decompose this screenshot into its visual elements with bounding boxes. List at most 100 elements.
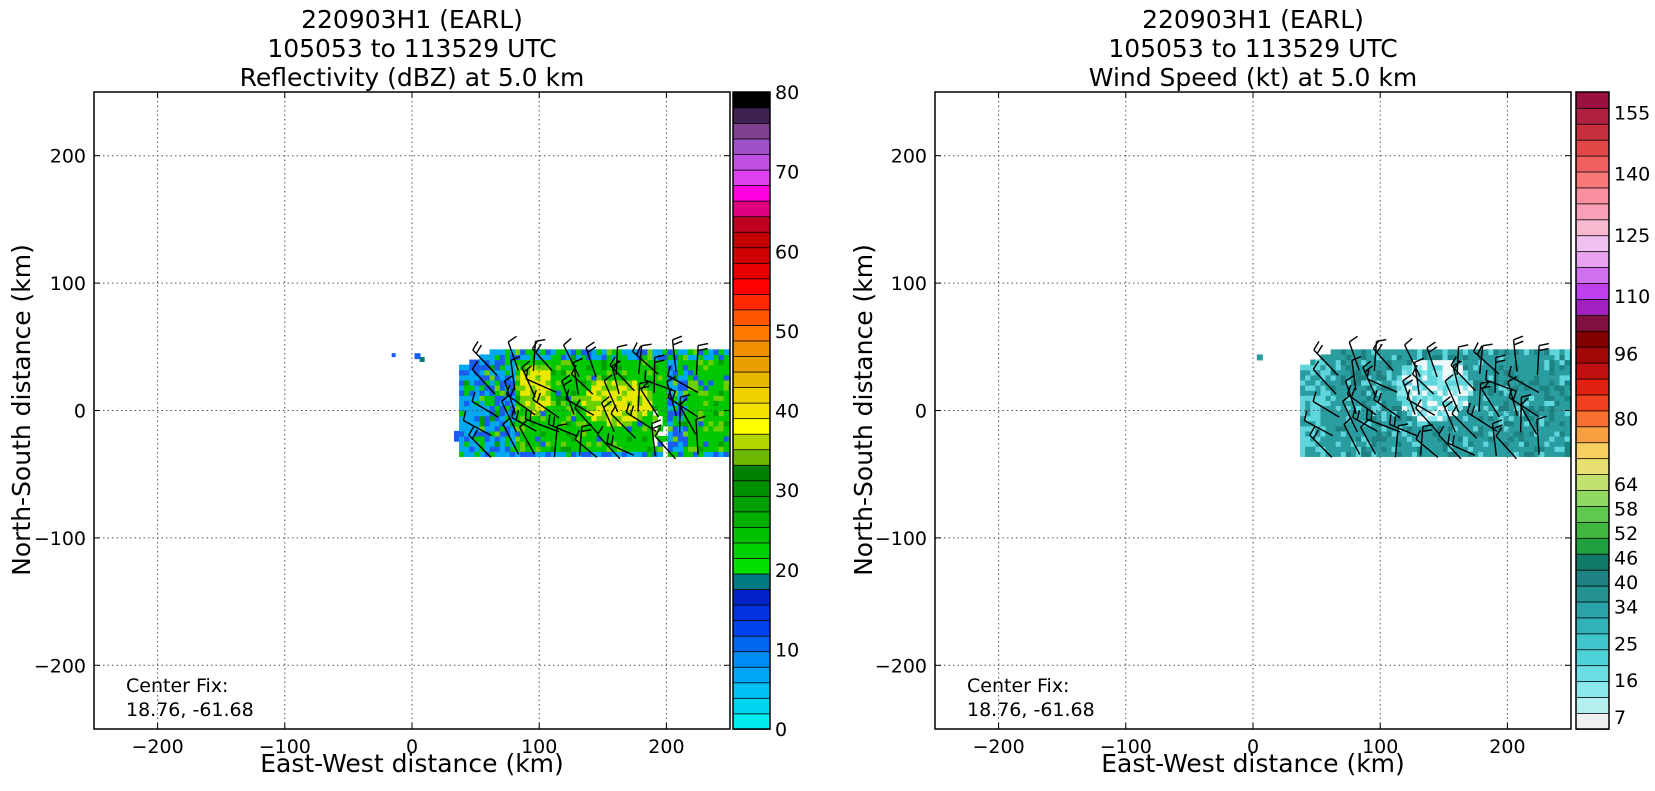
- colorbar-segment: [732, 511, 771, 528]
- field-cell: [1498, 441, 1505, 447]
- field-cell: [677, 446, 684, 452]
- field-cell: [1310, 410, 1316, 417]
- field-cell: [586, 430, 592, 437]
- wind-barb-flag: [561, 374, 571, 382]
- wind-barb-flag: [629, 405, 635, 416]
- field-cell: [1483, 364, 1489, 371]
- field-cell: [565, 354, 572, 361]
- field-cell: [1361, 405, 1367, 412]
- colorbar-segment: [732, 153, 771, 171]
- wind-barb-flag: [1316, 344, 1324, 354]
- field-cell: [1498, 374, 1505, 381]
- field-cell: [464, 435, 470, 442]
- field-cell: [520, 379, 526, 386]
- field-cell: [1457, 354, 1464, 361]
- wind-barb-flag: [1485, 370, 1488, 381]
- field-cell: [642, 364, 648, 371]
- field-cell: [1432, 415, 1439, 422]
- field-cell: [1539, 410, 1545, 417]
- field-cell: [1544, 400, 1550, 407]
- field-cell: [1381, 405, 1388, 412]
- field-cell: [1559, 385, 1566, 391]
- center-fix-label: Center Fix:: [967, 675, 1069, 697]
- field-cell: [718, 415, 725, 422]
- field-cell: [1513, 395, 1520, 401]
- field-cell: [540, 359, 547, 366]
- field-cell: [576, 364, 582, 371]
- field-cell: [626, 390, 633, 396]
- field-cell: [1559, 364, 1566, 371]
- field-cell: [515, 441, 521, 447]
- field-cell: [1467, 390, 1474, 396]
- field-cell: [560, 374, 567, 381]
- field-cell: [637, 369, 643, 376]
- field-cell: [642, 400, 648, 407]
- wind-barb-shaft: [611, 365, 620, 395]
- field-cell: [1366, 410, 1372, 417]
- field-cell: [1335, 364, 1342, 371]
- field-cell: [1422, 410, 1428, 417]
- field-cell: [1442, 435, 1449, 442]
- field-cell: [1564, 441, 1571, 447]
- field-cell: [1371, 405, 1377, 412]
- field-cell: [616, 349, 623, 356]
- field-cell: [1305, 420, 1311, 427]
- field-cell: [647, 359, 654, 366]
- field-cell: [489, 349, 496, 356]
- field-cell: [1518, 364, 1525, 371]
- field-cell: [698, 390, 704, 396]
- field-cell: [708, 359, 715, 366]
- wind-barb-shaft: [1456, 346, 1460, 376]
- field-cell: [520, 395, 526, 401]
- field-cell: [1300, 364, 1306, 371]
- field-cell: [1483, 446, 1489, 452]
- field-cell: [555, 415, 562, 422]
- field-cell: [1462, 435, 1469, 442]
- field-cell: [652, 379, 659, 386]
- field-cell: [662, 359, 669, 366]
- field-cell: [571, 425, 577, 432]
- wind-barb-flag: [1313, 340, 1320, 351]
- field-cell: [535, 369, 542, 376]
- field-cell: [1340, 354, 1347, 361]
- field-cell: [550, 400, 557, 407]
- field-cell: [1554, 385, 1561, 391]
- field-cell: [581, 364, 587, 371]
- field-cell: [1488, 425, 1495, 432]
- field-cell: [581, 395, 587, 401]
- field-cell: [1356, 359, 1362, 366]
- field-cell: [1315, 420, 1322, 427]
- field-cell: [1564, 410, 1571, 417]
- field-cell: [1544, 395, 1550, 401]
- field-cell: [555, 441, 562, 447]
- field-cell: [1345, 405, 1352, 412]
- wind-barb-shaft: [570, 373, 594, 395]
- field-cell: [1356, 430, 1362, 437]
- field-cell: [576, 354, 582, 361]
- colorbar-tick-label: 10: [775, 639, 799, 661]
- field-cell: [1544, 446, 1550, 452]
- field-cell: [596, 390, 603, 396]
- field-cell: [1361, 349, 1367, 356]
- field-cell: [632, 441, 638, 447]
- field-cell: [606, 446, 613, 452]
- wind-barb-flag: [644, 370, 647, 381]
- field-cell: [489, 430, 496, 437]
- field-cell: [682, 410, 689, 417]
- field-cell: [1498, 451, 1505, 457]
- field-cell: [1391, 441, 1398, 447]
- field-cell: [1529, 390, 1535, 396]
- field-cell: [693, 435, 699, 442]
- field-cell: [499, 359, 506, 366]
- field-cell: [1391, 395, 1398, 401]
- wind-barb-shaft: [1402, 380, 1416, 415]
- wind-barb-shaft: [597, 434, 621, 460]
- field-cell: [550, 374, 557, 381]
- field-cell: [1518, 385, 1525, 391]
- wind-barb-flag: [1507, 376, 1517, 383]
- field-cell: [419, 356, 425, 362]
- field-cell: [1564, 374, 1571, 381]
- field-cell: [1412, 425, 1418, 432]
- field-cell: [1452, 451, 1459, 457]
- field-cell: [1437, 435, 1444, 442]
